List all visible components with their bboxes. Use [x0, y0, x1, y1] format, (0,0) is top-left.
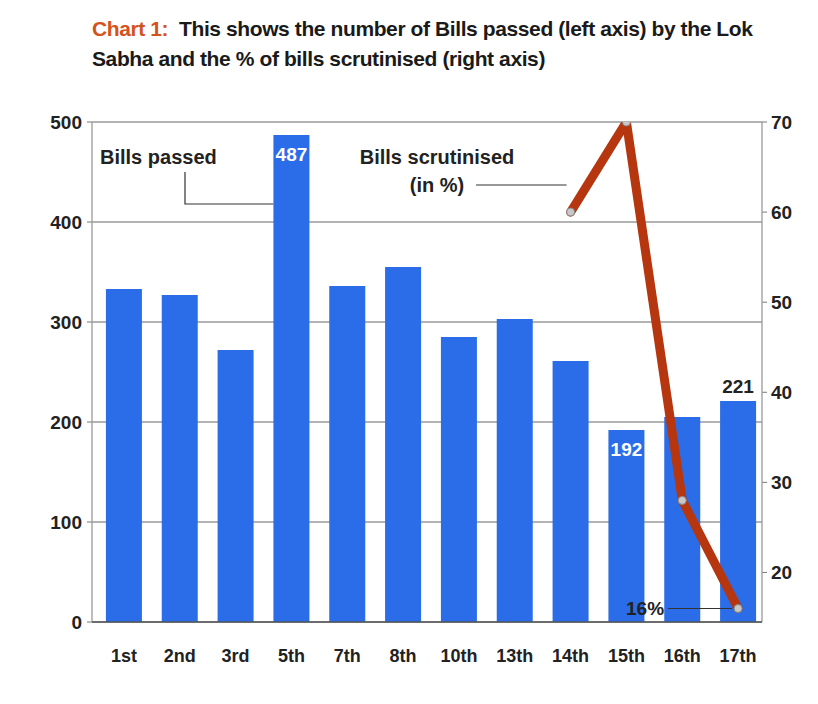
tick-mark	[87, 322, 92, 323]
bar	[329, 286, 365, 622]
chart: 0 100 200 300 400 500 20 30 40 50 60 70 1st 2nd 3rd 5th…	[0, 0, 818, 704]
line	[571, 122, 739, 609]
tick-mark	[762, 302, 767, 303]
tick-label: 60	[771, 202, 792, 223]
tick-label: 20	[771, 562, 792, 583]
axis-line	[91, 122, 92, 622]
tick-label: 30	[771, 472, 792, 493]
category-label: 1st	[111, 646, 137, 666]
tick-mark	[87, 222, 92, 223]
axis-line	[761, 122, 762, 622]
bar	[106, 289, 142, 622]
bar	[273, 135, 309, 622]
axis-line	[92, 621, 762, 623]
category-label: 10th	[440, 646, 477, 666]
tick-label: 200	[50, 412, 82, 433]
label-connector	[185, 172, 273, 204]
bar	[497, 319, 533, 622]
title: Chart 1:	[92, 17, 168, 40]
bar	[385, 267, 421, 622]
marker	[567, 208, 575, 216]
tick-label: 50	[771, 292, 792, 313]
bar	[441, 337, 477, 622]
tick-mark	[762, 212, 767, 213]
grid-line	[92, 121, 762, 122]
chart-title: Chart 1: This shows the number of Bills …	[92, 14, 772, 74]
bar	[162, 295, 198, 622]
bar	[608, 430, 644, 622]
data-label: 221	[722, 376, 754, 397]
tick-label: 40	[771, 382, 792, 403]
category-label: 7th	[334, 646, 361, 666]
series-label: Bills scrutinised(in %)	[360, 146, 515, 196]
bar	[218, 350, 254, 622]
category-label: 16th	[664, 646, 701, 666]
tick-label: 0	[71, 612, 82, 633]
tick-mark	[87, 122, 92, 123]
marker	[678, 496, 686, 504]
category-label: 13th	[496, 646, 533, 666]
category-label: 17th	[720, 646, 757, 666]
label-connector	[668, 608, 732, 609]
category-label: 14th	[552, 646, 589, 666]
plot-marks	[106, 122, 756, 622]
tick-mark	[762, 392, 767, 393]
data-label: 487	[276, 144, 308, 165]
bar	[553, 361, 589, 622]
tick-mark	[87, 422, 92, 423]
data-label: 16%	[626, 598, 664, 619]
marker	[622, 122, 630, 126]
category-label: 15th	[608, 646, 645, 666]
category-label: 3rd	[222, 646, 250, 666]
series-label: Bills passed	[100, 146, 217, 168]
category-label: 2nd	[164, 646, 196, 666]
tick-label: 70	[771, 112, 792, 133]
category-label: 8th	[390, 646, 417, 666]
tick-label: 500	[50, 112, 82, 133]
grid-line	[92, 221, 762, 222]
tick-mark	[762, 122, 767, 123]
label-connector	[476, 184, 567, 185]
tick-label: 300	[50, 312, 82, 333]
tick-label: 100	[50, 512, 82, 533]
tick-label: 400	[50, 212, 82, 233]
subtitle: This shows the number of Bills passed (l…	[92, 17, 752, 70]
data-label: 192	[611, 439, 643, 460]
tick-mark	[762, 572, 767, 573]
category-label: 5th	[278, 646, 305, 666]
grid-line	[92, 621, 762, 622]
tick-mark	[762, 482, 767, 483]
marker	[734, 604, 742, 612]
tick-mark	[87, 522, 92, 523]
labels: 487 192 221 16% Bills passed Bills scrutinise…	[100, 144, 754, 619]
tick-mark	[87, 622, 92, 623]
